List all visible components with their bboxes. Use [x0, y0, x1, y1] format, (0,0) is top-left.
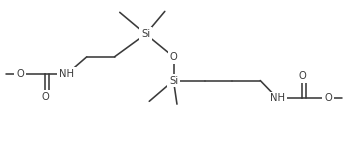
- Text: O: O: [16, 69, 24, 79]
- Text: O: O: [170, 52, 177, 62]
- Text: O: O: [41, 92, 49, 102]
- Text: NH: NH: [270, 94, 285, 104]
- Text: Si: Si: [169, 76, 178, 85]
- Text: NH: NH: [59, 69, 74, 79]
- Text: O: O: [324, 94, 332, 104]
- Text: O: O: [298, 71, 306, 81]
- Text: Si: Si: [141, 29, 150, 39]
